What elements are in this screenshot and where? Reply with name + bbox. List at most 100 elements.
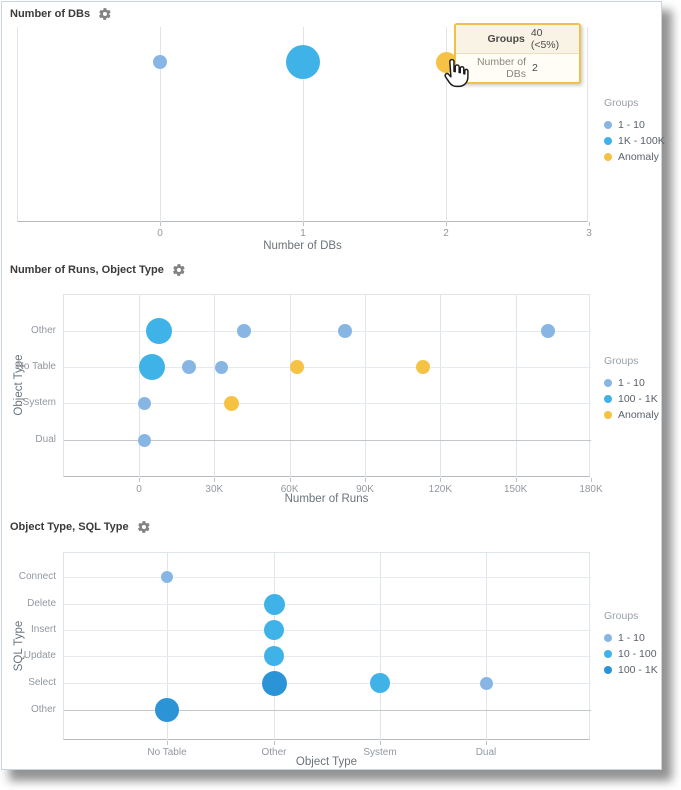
x-tick-label: 0 <box>157 228 163 239</box>
data-bubble[interactable] <box>290 360 305 374</box>
legend-dot-icon <box>604 650 612 658</box>
gridline <box>365 295 366 478</box>
y-category-label: Select <box>28 677 56 688</box>
chart2-title: Number of Runs, Object Type <box>10 264 164 276</box>
gridline <box>440 295 442 478</box>
gridline <box>64 440 591 441</box>
data-bubble[interactable] <box>264 646 284 666</box>
legend-dot-icon <box>604 634 612 642</box>
legend-item[interactable]: 1 - 10 <box>604 630 664 646</box>
gridline <box>486 553 487 741</box>
tooltip-value-row: Number of DBs 2 <box>456 54 579 82</box>
data-bubble[interactable] <box>415 360 430 374</box>
charts-panel: Number of DBs 0 1 2 3 Number of DBs Groups 1… <box>1 1 665 770</box>
chart3-plot-area[interactable]: No Table Other System Dual Connect Delete Inse… <box>19 552 591 758</box>
y-category-label: Connect <box>18 571 56 582</box>
chart1-header: Number of DBs <box>10 6 112 22</box>
chart-tooltip: Groups 40 (<5%) Number of DBs 2 <box>454 23 581 84</box>
data-bubble[interactable] <box>138 354 165 380</box>
axis-tick <box>289 478 291 482</box>
x-tick-label: 30K <box>205 484 224 495</box>
legend-item[interactable]: 100 - 1K <box>604 662 664 678</box>
cursor-pointer-icon <box>438 57 471 95</box>
data-bubble[interactable] <box>541 324 556 338</box>
chart1-x-axis-title: Number of DBs <box>263 240 342 252</box>
legend-item[interactable]: Anomaly <box>604 407 664 423</box>
settings-gear-icon[interactable] <box>172 263 186 277</box>
data-bubble[interactable] <box>370 673 390 693</box>
data-bubble[interactable] <box>264 620 284 640</box>
gridline <box>289 295 291 478</box>
gridline <box>64 683 591 684</box>
data-bubble[interactable] <box>263 593 285 615</box>
axis-tick <box>365 478 366 482</box>
chart2-legend: Groups 1 - 10 100 - 1K Anomaly <box>604 355 664 423</box>
axis-tick <box>303 222 304 226</box>
x-tick-label: 1 <box>300 228 306 239</box>
x-tick-label: 2 <box>443 228 449 239</box>
legend-item[interactable]: 1 - 10 <box>604 375 664 391</box>
axis-tick <box>139 478 140 482</box>
settings-gear-icon[interactable] <box>137 520 151 534</box>
data-bubble[interactable] <box>182 360 197 374</box>
legend-label: 1 - 10 <box>618 119 645 131</box>
gridline <box>303 27 304 222</box>
data-bubble[interactable] <box>137 433 151 447</box>
gridline <box>64 630 591 631</box>
legend-item[interactable]: 1K - 100K <box>604 133 665 149</box>
gridline <box>64 403 591 404</box>
gridline <box>64 710 591 711</box>
legend-item[interactable]: 10 - 100 <box>604 646 664 662</box>
tooltip-header-row: Groups 40 (<5%) <box>456 25 579 54</box>
y-category-label: System <box>22 397 56 408</box>
legend-label: 1 - 10 <box>618 377 645 389</box>
x-tick-label: Dual <box>475 747 497 758</box>
x-tick-label: 3 <box>586 228 592 239</box>
legend-dot-icon <box>604 411 612 419</box>
axis-tick <box>160 222 161 226</box>
tooltip-series-value: 40 (<5%) <box>530 27 560 51</box>
gridline <box>214 295 216 478</box>
legend-label: 10 - 100 <box>618 648 657 660</box>
settings-gear-icon[interactable] <box>98 7 112 21</box>
legend-dot-icon <box>604 666 612 674</box>
axis-tick <box>589 222 590 226</box>
x-tick-label: No Table <box>147 747 187 758</box>
data-bubble[interactable] <box>261 670 287 696</box>
legend-label: 100 - 1K <box>618 664 658 676</box>
data-bubble[interactable] <box>215 360 229 374</box>
data-bubble[interactable] <box>286 45 320 79</box>
data-bubble[interactable] <box>161 571 173 583</box>
data-bubble[interactable] <box>146 318 173 344</box>
data-bubble[interactable] <box>153 55 167 69</box>
y-category-label: No Table <box>16 361 56 372</box>
data-bubble[interactable] <box>237 324 252 338</box>
axis-tick <box>486 741 487 745</box>
legend-label: 1 - 10 <box>618 632 645 644</box>
gridline <box>160 27 161 222</box>
chart2-x-axis-title: Number of Runs <box>284 493 369 505</box>
legend-dot-icon <box>604 153 612 161</box>
y-category-label: Update <box>23 650 56 661</box>
x-tick-label: 120K <box>428 484 452 495</box>
chart1-title: Number of DBs <box>10 8 91 20</box>
chart3-legend: Groups 1 - 10 10 - 100 100 - 1K <box>604 610 664 678</box>
x-tick-label: Other <box>261 747 287 758</box>
chart2-plot-area[interactable]: 0 30K 60K 90K 120K 150K 180K Other No Table Syste… <box>17 294 603 495</box>
data-bubble[interactable] <box>224 395 240 411</box>
data-bubble[interactable] <box>337 324 352 338</box>
axis-tick <box>515 478 517 482</box>
data-bubble[interactable] <box>479 676 493 690</box>
x-tick-label: 90K <box>356 484 374 495</box>
axis-tick <box>591 478 592 482</box>
legend-item[interactable]: 100 - 1K <box>604 391 664 407</box>
gridline <box>64 604 591 605</box>
legend-dot-icon <box>604 379 612 387</box>
data-bubble[interactable] <box>155 698 179 722</box>
legend-item[interactable]: Anomaly <box>604 149 664 165</box>
data-bubble[interactable] <box>137 396 151 410</box>
legend-item[interactable]: 1 - 10 <box>604 117 664 133</box>
chart1-legend: Groups 1 - 10 1K - 100K Anomaly <box>604 97 665 165</box>
x-tick-label: 150K <box>503 484 528 495</box>
chart3-y-axis-title: SQL Type <box>13 620 25 672</box>
